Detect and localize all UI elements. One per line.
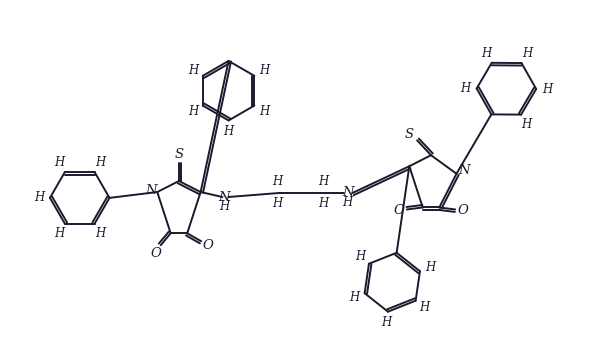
Text: H: H <box>481 47 492 60</box>
Text: H: H <box>259 105 269 118</box>
Text: H: H <box>342 196 353 209</box>
Text: H: H <box>381 316 391 329</box>
Text: N: N <box>342 186 353 199</box>
Text: H: H <box>95 156 105 169</box>
Text: H: H <box>461 82 471 95</box>
Text: H: H <box>54 227 65 240</box>
Text: H: H <box>223 125 234 138</box>
Text: N: N <box>458 164 471 177</box>
Text: H: H <box>188 64 199 77</box>
Text: H: H <box>272 197 282 210</box>
Text: S: S <box>175 148 184 161</box>
Text: H: H <box>542 83 552 96</box>
Text: O: O <box>458 204 469 217</box>
Text: H: H <box>219 201 230 214</box>
Text: H: H <box>188 105 199 118</box>
Text: N: N <box>219 190 230 203</box>
Text: O: O <box>393 204 404 217</box>
Text: H: H <box>272 176 282 189</box>
Text: H: H <box>259 64 269 77</box>
Text: H: H <box>419 301 429 314</box>
Text: H: H <box>355 251 365 264</box>
Text: H: H <box>318 197 328 210</box>
Text: H: H <box>54 156 65 169</box>
Text: H: H <box>318 176 328 189</box>
Text: H: H <box>34 191 44 205</box>
Text: H: H <box>425 261 435 274</box>
Text: O: O <box>150 247 161 260</box>
Text: N: N <box>146 184 157 197</box>
Text: H: H <box>95 227 105 240</box>
Text: H: H <box>349 291 359 304</box>
Text: S: S <box>405 128 414 141</box>
Text: H: H <box>522 47 532 60</box>
Text: H: H <box>521 118 532 131</box>
Text: O: O <box>202 239 213 252</box>
